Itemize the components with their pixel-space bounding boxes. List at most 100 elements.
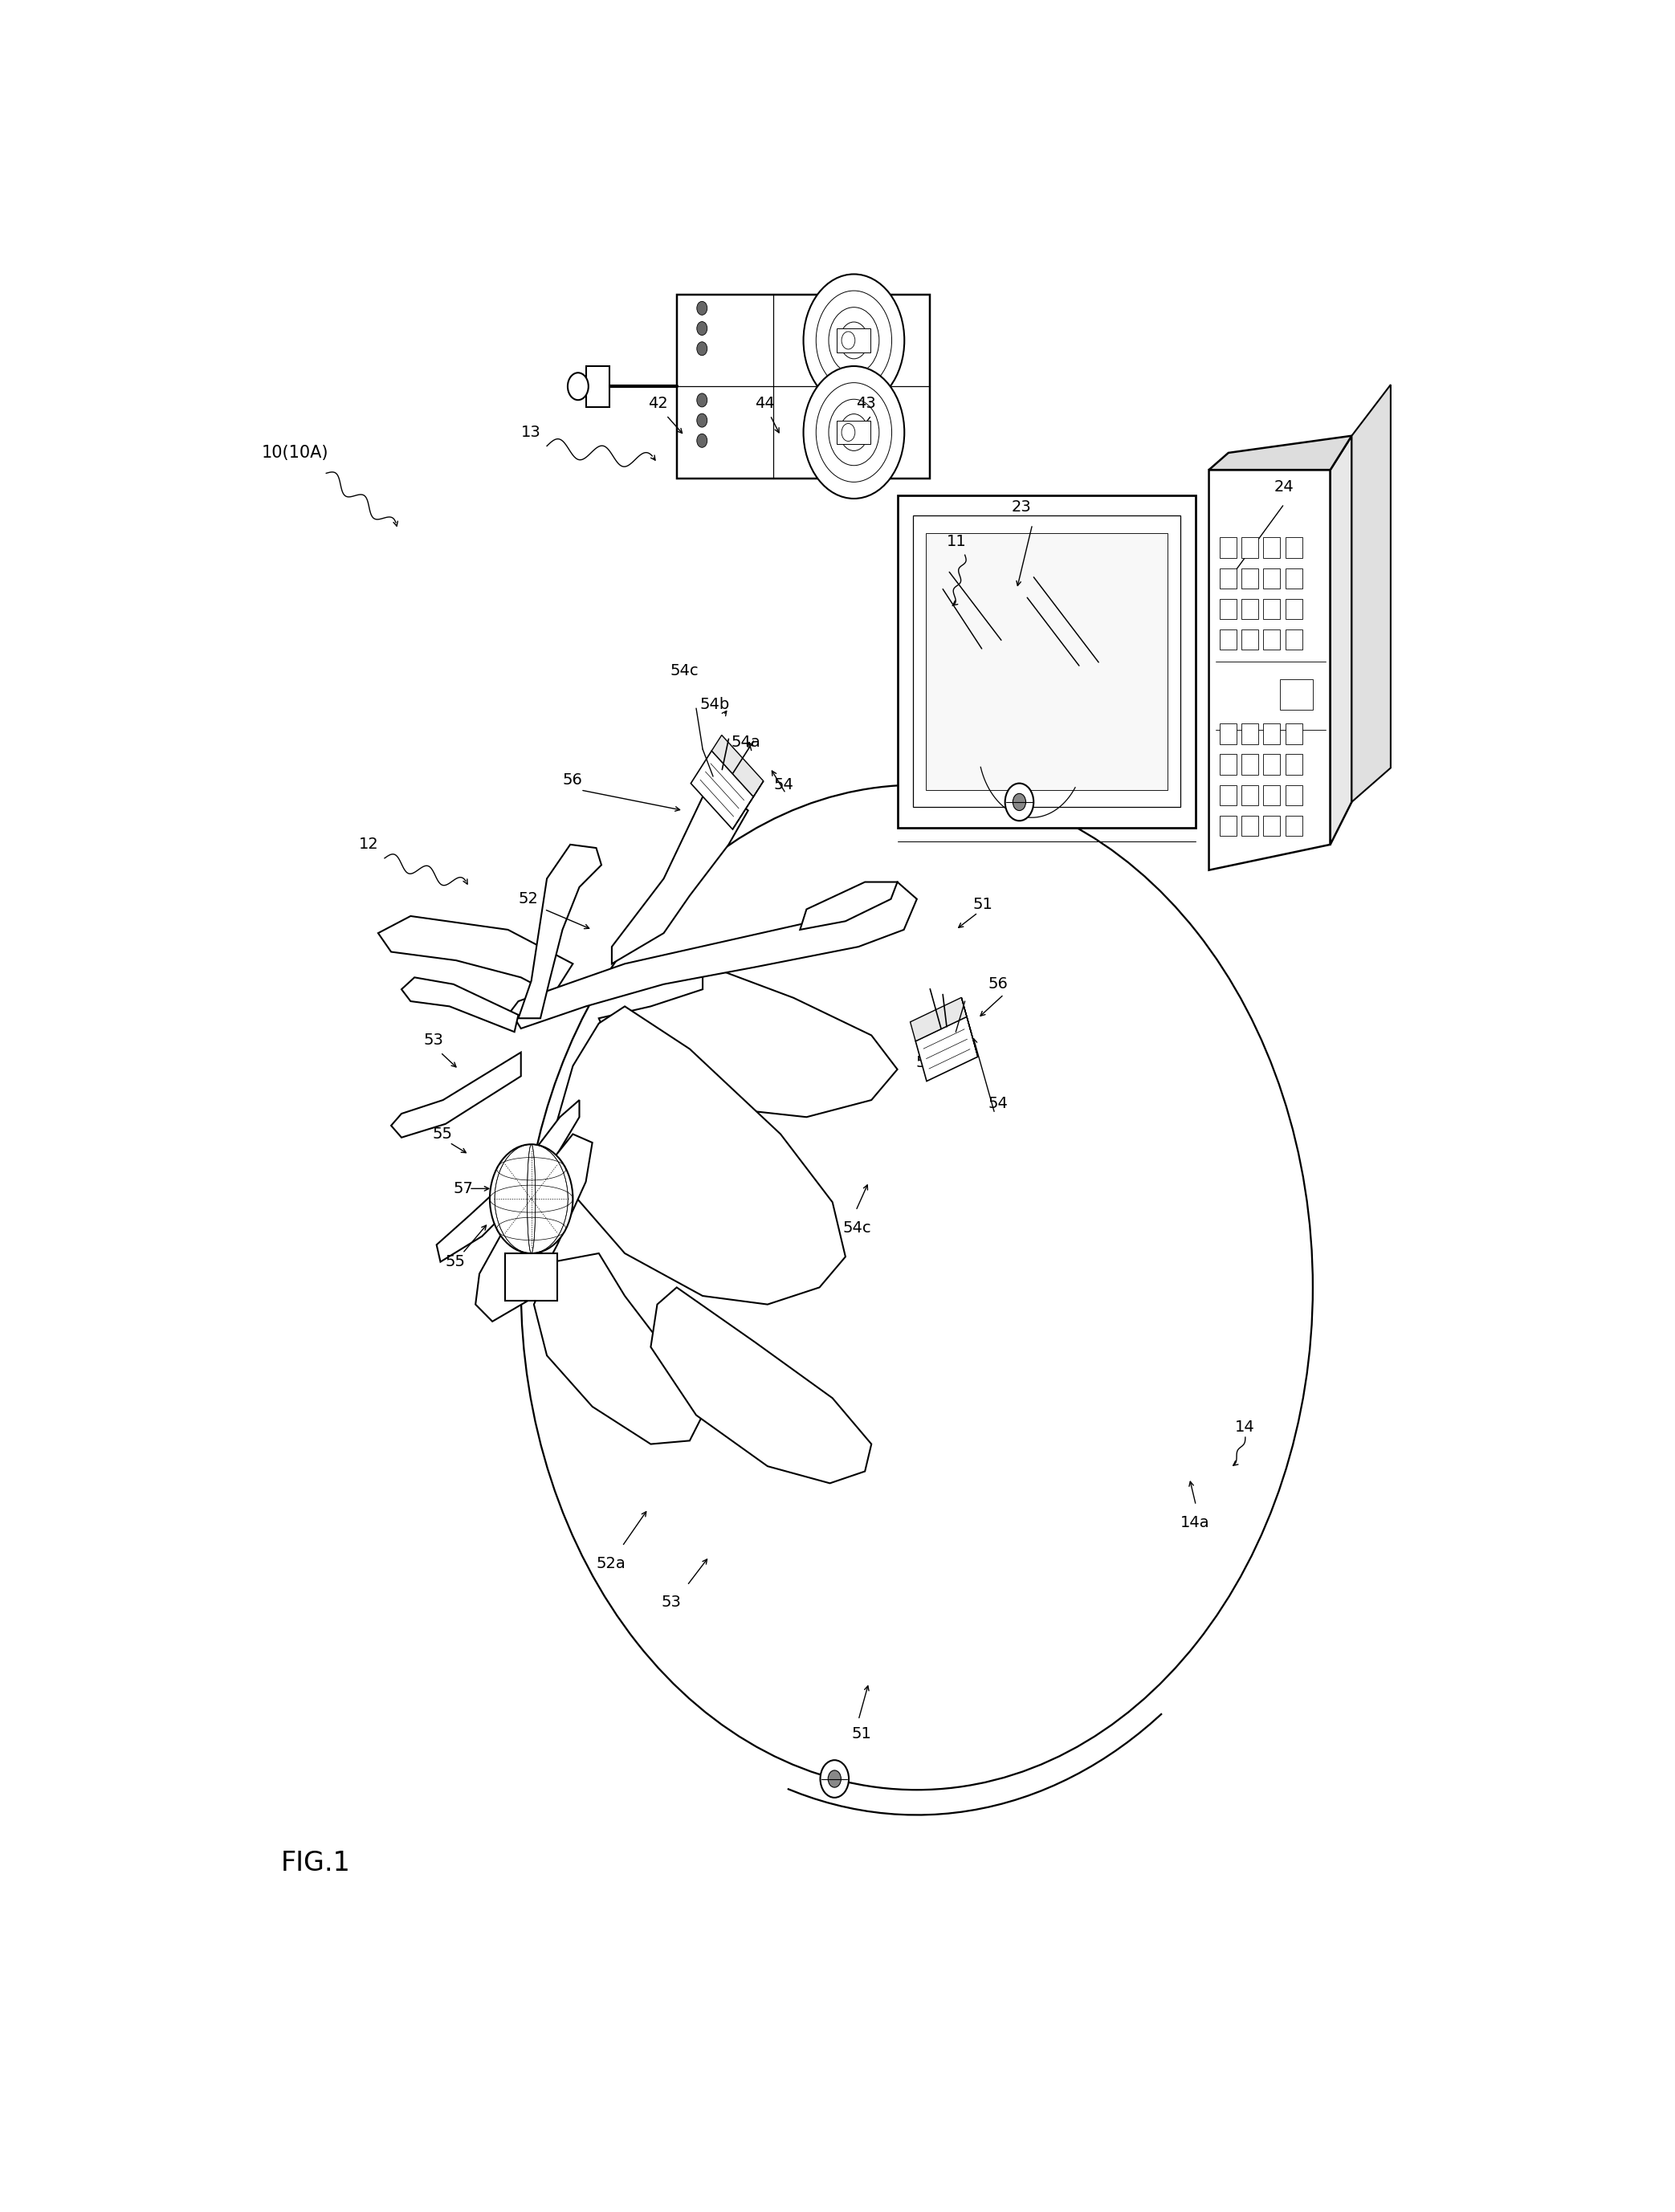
Polygon shape	[476, 1135, 593, 1321]
Bar	[1285, 723, 1303, 743]
Bar	[1241, 630, 1258, 650]
Circle shape	[841, 332, 854, 349]
Text: 14: 14	[1234, 1420, 1255, 1436]
Text: 54c: 54c	[843, 1221, 871, 1234]
Polygon shape	[1352, 385, 1390, 803]
Bar	[1285, 785, 1303, 805]
Text: 54b: 54b	[700, 697, 730, 712]
Circle shape	[804, 367, 905, 498]
Bar	[1219, 754, 1236, 774]
Text: 53: 53	[662, 1595, 682, 1610]
Bar	[1219, 723, 1236, 743]
Text: 56: 56	[988, 975, 1008, 991]
Polygon shape	[916, 1018, 978, 1082]
Bar	[1285, 754, 1303, 774]
Text: 11: 11	[946, 533, 966, 549]
Polygon shape	[379, 916, 573, 995]
Bar	[1285, 568, 1303, 588]
Circle shape	[489, 1144, 573, 1254]
Text: 24: 24	[1273, 480, 1293, 495]
Bar	[1263, 785, 1280, 805]
Polygon shape	[611, 790, 749, 964]
Bar	[1219, 816, 1236, 836]
Text: 54a): 54a)	[916, 1055, 951, 1071]
Circle shape	[1013, 794, 1025, 810]
Text: 53: 53	[424, 1033, 444, 1048]
Polygon shape	[961, 998, 978, 1057]
Text: 51: 51	[973, 896, 993, 911]
Bar	[1263, 599, 1280, 619]
Text: 54b: 54b	[933, 1022, 963, 1035]
Bar	[1241, 785, 1258, 805]
Text: 42: 42	[648, 396, 668, 411]
Bar	[1219, 785, 1236, 805]
Text: 12: 12	[358, 836, 379, 852]
Text: 51: 51	[853, 1725, 873, 1741]
Polygon shape	[1209, 469, 1330, 869]
Polygon shape	[600, 964, 898, 1117]
Polygon shape	[913, 515, 1181, 807]
Text: 10(10A): 10(10A)	[261, 445, 328, 460]
Polygon shape	[677, 294, 930, 478]
Bar	[1219, 630, 1236, 650]
Polygon shape	[712, 734, 764, 796]
Text: 55: 55	[446, 1254, 466, 1270]
Bar	[1263, 538, 1280, 557]
Bar	[1280, 679, 1313, 710]
Polygon shape	[898, 495, 1196, 827]
Bar	[1241, 754, 1258, 774]
Bar	[1263, 723, 1280, 743]
Circle shape	[1005, 783, 1033, 821]
Polygon shape	[1330, 436, 1352, 845]
Bar	[1263, 630, 1280, 650]
Text: 43: 43	[856, 396, 876, 411]
Text: FIG.1: FIG.1	[281, 1849, 350, 1876]
Polygon shape	[690, 750, 754, 830]
Polygon shape	[732, 781, 764, 830]
Bar	[838, 330, 871, 352]
Polygon shape	[511, 883, 916, 1029]
Polygon shape	[402, 978, 518, 1031]
Polygon shape	[437, 1099, 580, 1261]
Bar	[1241, 723, 1258, 743]
Text: 55: 55	[432, 1126, 452, 1141]
Text: 54: 54	[988, 1095, 1008, 1110]
Text: 13: 13	[521, 425, 541, 440]
Bar	[1219, 568, 1236, 588]
Text: 54c: 54c	[670, 664, 698, 679]
Text: 52: 52	[518, 891, 538, 907]
Circle shape	[804, 274, 905, 407]
Bar	[586, 365, 610, 407]
Circle shape	[841, 422, 854, 440]
Bar	[1263, 754, 1280, 774]
Bar	[1285, 630, 1303, 650]
Bar	[1241, 599, 1258, 619]
Circle shape	[821, 1761, 849, 1798]
Polygon shape	[518, 845, 601, 1018]
Polygon shape	[910, 998, 966, 1042]
Bar	[1285, 816, 1303, 836]
Polygon shape	[801, 883, 898, 929]
Bar	[1263, 816, 1280, 836]
Polygon shape	[1209, 436, 1352, 469]
Bar	[1285, 599, 1303, 619]
Polygon shape	[926, 533, 1167, 790]
Bar	[1241, 538, 1258, 557]
Polygon shape	[390, 1053, 521, 1137]
Text: 54: 54	[774, 776, 794, 792]
Bar	[1263, 568, 1280, 588]
Bar	[1219, 599, 1236, 619]
Circle shape	[827, 1770, 841, 1787]
Circle shape	[697, 321, 707, 336]
Circle shape	[697, 434, 707, 447]
Polygon shape	[553, 1006, 846, 1305]
Polygon shape	[650, 1287, 871, 1484]
Bar	[506, 1254, 558, 1301]
Circle shape	[568, 374, 588, 400]
Bar	[838, 420, 871, 445]
Circle shape	[697, 414, 707, 427]
Circle shape	[697, 343, 707, 356]
Bar	[1285, 538, 1303, 557]
Text: 52a: 52a	[596, 1555, 626, 1571]
Text: 57: 57	[454, 1181, 474, 1197]
